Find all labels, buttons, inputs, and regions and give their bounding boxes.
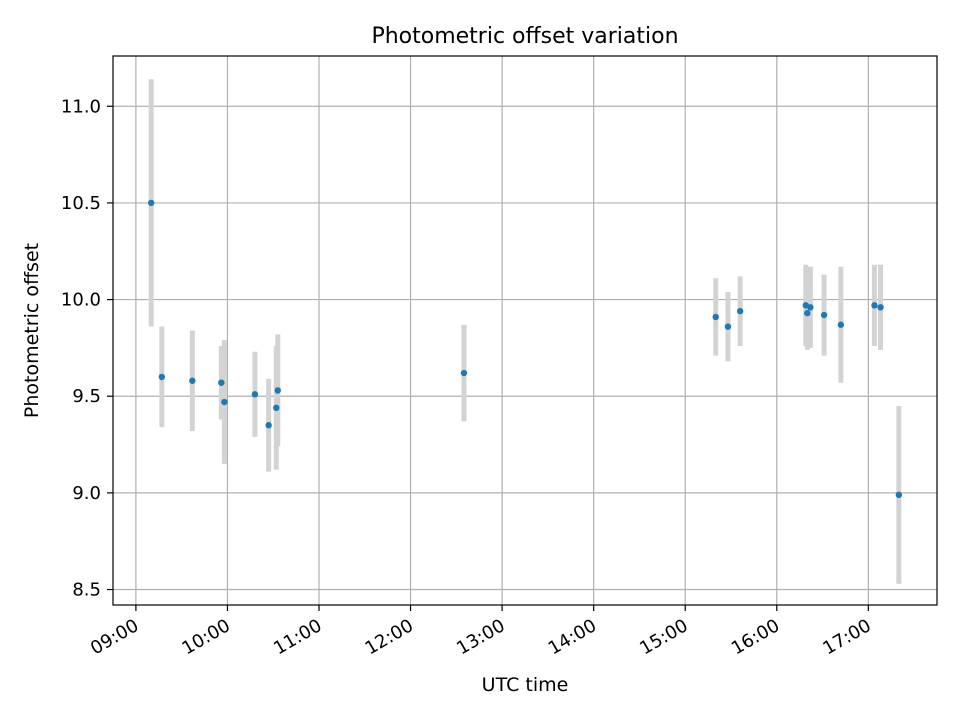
x-tick-label: 11:00 bbox=[270, 615, 325, 659]
x-tick-label: 09:00 bbox=[87, 615, 142, 659]
x-tick-label: 12:00 bbox=[362, 615, 417, 659]
data-point bbox=[158, 373, 166, 381]
y-tick-label: 8.5 bbox=[72, 580, 101, 601]
data-point bbox=[804, 309, 811, 317]
data-point bbox=[274, 387, 281, 394]
data-point bbox=[251, 391, 259, 398]
axis-ticks: 09:00 10:00 11:00 12:00 13:00 14:00 15:00 16:00… bbox=[61, 96, 875, 659]
data-point bbox=[724, 323, 732, 330]
y-axis-label: Photometric offset bbox=[21, 243, 43, 418]
x-tick-label: 16:00 bbox=[728, 615, 783, 659]
x-tick-label: 13:00 bbox=[453, 615, 508, 659]
y-tick-label: 9.0 bbox=[72, 483, 101, 504]
x-tick-label: 10:00 bbox=[179, 615, 234, 659]
data-point bbox=[736, 307, 744, 315]
x-tick-label: 17:00 bbox=[819, 615, 874, 659]
data-point bbox=[712, 313, 719, 321]
y-tick-label: 10.5 bbox=[61, 193, 101, 214]
data-point bbox=[221, 398, 228, 406]
data-point bbox=[189, 377, 196, 384]
data-point bbox=[265, 422, 272, 429]
data-point bbox=[895, 491, 903, 499]
grid bbox=[113, 56, 937, 605]
data-point bbox=[273, 404, 280, 412]
data-point bbox=[147, 199, 155, 207]
y-tick-label: 10.0 bbox=[61, 290, 101, 311]
data-point bbox=[877, 304, 884, 311]
data-point bbox=[218, 379, 225, 386]
data-point bbox=[820, 311, 828, 319]
data-point bbox=[871, 302, 878, 309]
data-point bbox=[807, 304, 814, 311]
y-tick-label: 9.5 bbox=[72, 386, 101, 407]
plot-frame bbox=[112, 55, 938, 606]
data-point bbox=[460, 369, 468, 377]
data-points bbox=[147, 199, 903, 499]
x-axis-label: UTC time bbox=[482, 674, 569, 696]
y-tick-label: 11.0 bbox=[61, 96, 101, 117]
x-tick-label: 15:00 bbox=[636, 615, 691, 659]
data-point bbox=[837, 321, 845, 328]
x-tick-label: 14:00 bbox=[545, 615, 600, 659]
chart-title: Photometric offset variation bbox=[371, 24, 678, 49]
error-bars bbox=[148, 79, 902, 584]
